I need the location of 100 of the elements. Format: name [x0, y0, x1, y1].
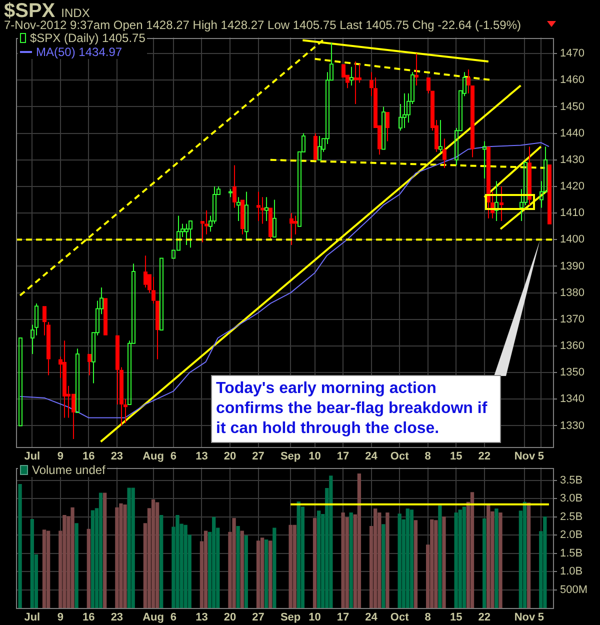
candlestick — [442, 138, 446, 168]
x-tick-label: Sep — [280, 612, 301, 624]
x-tick-label: Nov — [514, 450, 536, 463]
bar — [434, 520, 438, 608]
x-tick-label: Aug — [142, 612, 164, 624]
x-tick-label: 22 — [478, 612, 490, 624]
candlestick — [358, 64, 362, 84]
bar — [123, 504, 127, 608]
bar — [406, 508, 410, 608]
candlestick — [256, 191, 260, 222]
x-tick-label: 13 — [196, 450, 208, 463]
bar — [374, 508, 378, 608]
candlestick — [144, 255, 148, 288]
candlestick — [528, 146, 532, 206]
candlestick — [236, 196, 240, 222]
x-tick-label: 9 — [57, 450, 64, 463]
bar — [131, 488, 135, 608]
candlestick — [500, 186, 504, 222]
x-tick-label: 10 — [308, 450, 321, 463]
x-tick-label: 17 — [336, 450, 350, 463]
bar — [438, 506, 442, 608]
y-tick-label: 2.0B — [560, 529, 583, 542]
bar — [232, 518, 236, 608]
candlestick — [482, 140, 486, 179]
bar — [62, 515, 66, 608]
bar — [430, 519, 434, 608]
bar — [454, 512, 458, 608]
bar — [349, 512, 353, 608]
x-tick-label: 9 — [57, 612, 64, 624]
bar — [329, 476, 333, 608]
x-tick-label: 16 — [82, 612, 95, 624]
x-tick-label: 23 — [110, 450, 124, 463]
candlestick — [354, 61, 358, 105]
bar — [341, 512, 345, 608]
candlestick — [290, 212, 294, 246]
y-tick-label: 1440 — [560, 127, 584, 140]
bar — [70, 507, 74, 608]
x-tick-label: 20 — [224, 450, 236, 463]
candlestick — [62, 340, 66, 418]
bar — [357, 473, 362, 608]
y-tick-label: 1.5B — [560, 547, 583, 560]
bar — [288, 524, 292, 608]
bar — [494, 508, 498, 608]
legend-label: $SPX (Daily) 1405.75 — [30, 31, 146, 45]
candlestick — [232, 164, 236, 208]
y-tick-label: 1380 — [560, 286, 584, 299]
bar — [98, 492, 103, 608]
x-tick-label: 13 — [196, 612, 208, 624]
y-tick-label: 1390 — [560, 260, 584, 272]
y-tick-label: 1350 — [560, 366, 584, 379]
bar — [151, 499, 156, 608]
x-tick-label: Oct — [390, 612, 410, 624]
candlestick — [486, 146, 490, 219]
x-tick-label: 20 — [224, 612, 236, 624]
bar — [30, 519, 34, 608]
y-tick-label: 1410 — [560, 207, 584, 220]
bar — [462, 506, 466, 608]
bar — [184, 524, 188, 608]
x-tick-label: 23 — [110, 612, 124, 624]
y-tick-label: 1330 — [560, 420, 584, 432]
y-tick-label: 1.0B — [560, 566, 583, 578]
bar — [119, 503, 123, 608]
y-tick-label: 1360 — [560, 340, 584, 352]
bar — [176, 515, 180, 608]
bar — [244, 535, 248, 608]
bar — [260, 538, 264, 608]
y-tick-label: 500M — [560, 584, 588, 596]
candlestick — [382, 106, 386, 150]
bar — [316, 510, 321, 608]
x-tick-label: 15 — [450, 450, 462, 463]
x-tick-label: Jul — [24, 612, 40, 624]
x-tick-label: Nov — [514, 612, 536, 624]
bar — [256, 540, 260, 608]
x-tick-label: 5 — [538, 612, 544, 624]
legend-label: MA(50) 1434.97 — [36, 45, 122, 59]
candlestick — [318, 135, 322, 160]
y-tick-label: 1400 — [560, 234, 584, 246]
candlestick — [414, 53, 418, 86]
y-tick-label: 1420 — [560, 180, 584, 193]
bar — [442, 516, 446, 608]
bar — [264, 539, 268, 608]
x-tick-label: 27 — [252, 450, 264, 463]
bar — [240, 530, 244, 608]
x-tick-label: 6 — [170, 450, 177, 463]
y-tick-label: 1430 — [560, 154, 584, 166]
y-tick-label: 1370 — [560, 313, 584, 326]
bar — [74, 523, 78, 608]
x-tick-label: 17 — [336, 612, 350, 624]
y-tick-label: 1450 — [560, 100, 584, 113]
bar — [382, 524, 386, 608]
candlestick — [184, 223, 188, 246]
y-tick-label: 1340 — [560, 393, 584, 406]
legend-label: Volume undef — [32, 463, 106, 477]
bar — [522, 502, 527, 608]
x-tick-label: 10 — [308, 612, 321, 624]
bar — [470, 492, 474, 608]
x-tick-label: 8 — [424, 612, 431, 624]
bar — [414, 520, 418, 608]
candlestick — [438, 120, 442, 152]
candlestick — [272, 199, 276, 238]
